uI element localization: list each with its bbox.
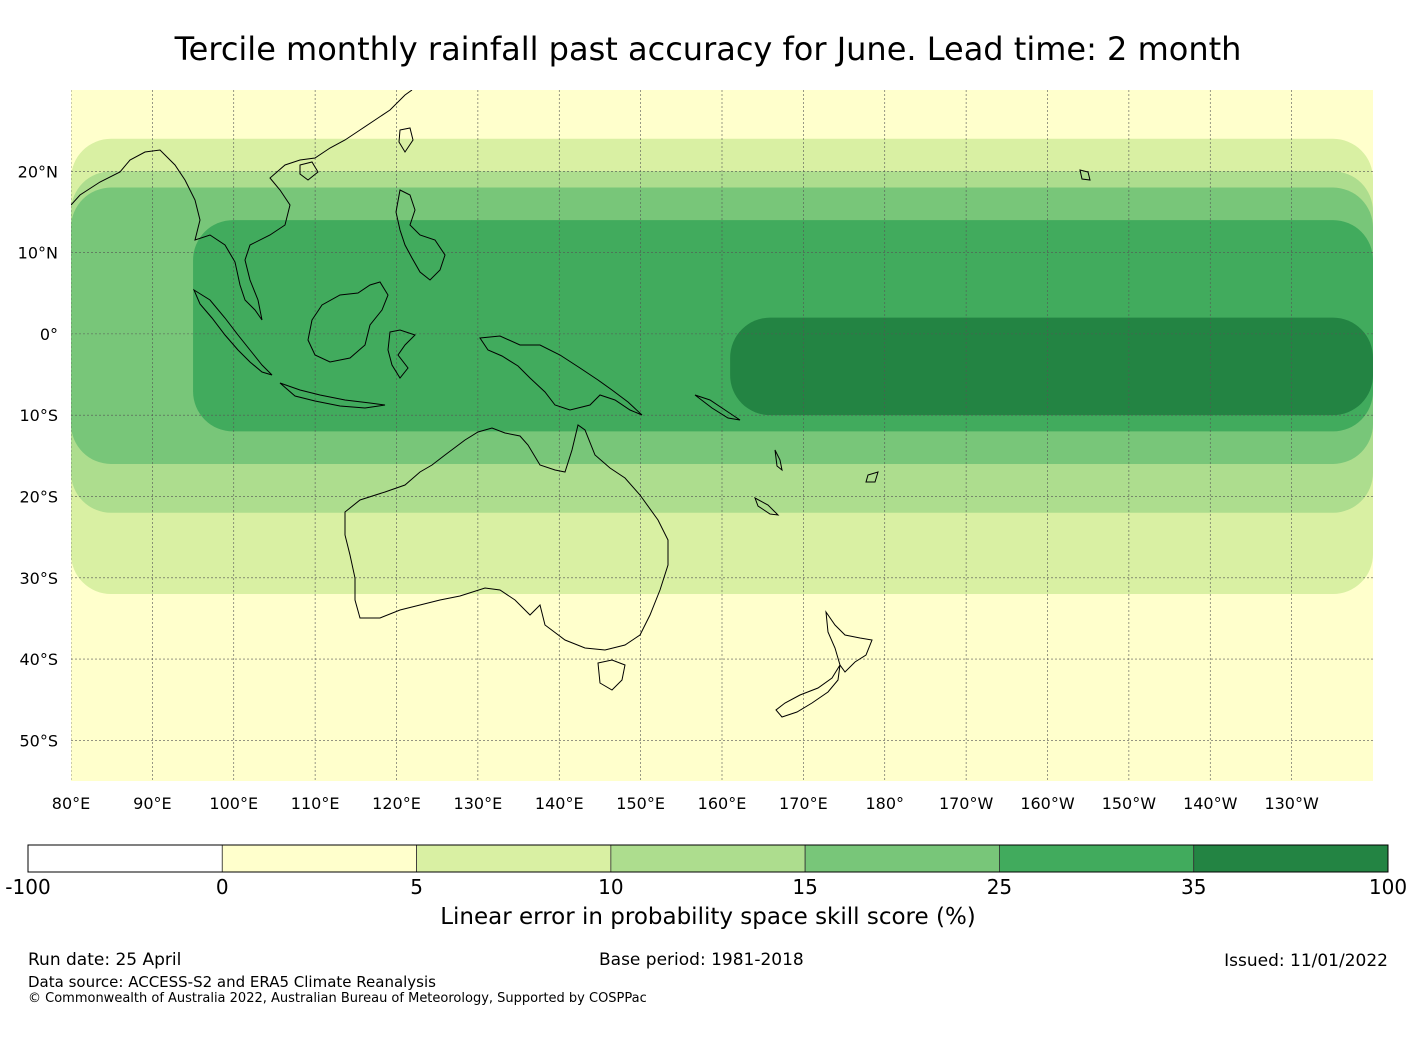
chart-title: Tercile monthly rainfall past accuracy f…	[174, 30, 1242, 68]
lat-tick-label: 40°S	[19, 650, 58, 669]
philippines-coastline	[395, 189, 446, 281]
lat-tick-label: 10°S	[19, 406, 58, 425]
data-source: Data source: ACCESS-S2 and ERA5 Climate …	[28, 973, 436, 991]
mainland-asia-coastline	[71, 90, 413, 321]
lat-tick-label: 30°S	[19, 569, 58, 588]
lon-tick-label: 180°	[865, 794, 904, 813]
colorbar-tick-label: 5	[410, 875, 423, 899]
lon-tick-label: 170°E	[779, 794, 828, 813]
lat-tick-label: 20°S	[19, 487, 58, 506]
lon-tick-label: 150°E	[616, 794, 665, 813]
lat-tick-label: 10°N	[18, 244, 58, 263]
map-panel	[71, 90, 1373, 781]
lat-tick-label: 50°S	[19, 731, 58, 750]
colorbar-segment	[27, 844, 223, 873]
lon-tick-label: 140°E	[535, 794, 584, 813]
australia-coastline	[344, 424, 669, 651]
new-zealand-south-island	[775, 664, 841, 718]
hainan-coastline	[299, 161, 319, 181]
solomon-islands-coastline	[694, 394, 741, 421]
vanuatu-coastline	[774, 449, 783, 472]
lon-tick-label: 170°W	[939, 794, 994, 813]
lon-tick-label: 90°E	[133, 794, 171, 813]
lon-tick-label: 100°E	[209, 794, 258, 813]
latitude-labels: 20°N 10°N 0° 10°S 20°S 30°S 40°S 50°S	[18, 162, 58, 750]
colorbar-segment	[221, 844, 417, 873]
colorbar-segment	[804, 844, 1000, 873]
colorbar-segment	[999, 844, 1195, 873]
coastlines	[71, 90, 1091, 718]
colorbar-tick-label: 0	[216, 875, 229, 899]
issued-date: Issued: 11/01/2022	[1224, 951, 1388, 971]
longitude-labels: 80°E 90°E 100°E 110°E 120°E 130°E 140°E 150°E 16…	[52, 794, 1319, 813]
skill-band-35-100	[730, 317, 1373, 416]
colorbar: -100 0 5 10 15 25 35 100	[5, 844, 1407, 899]
lon-tick-label: 130°E	[454, 794, 503, 813]
colorbar-tick-label: -100	[5, 875, 50, 899]
hawaii-coastline	[1079, 169, 1091, 181]
lon-tick-label: 160°W	[1020, 794, 1075, 813]
colorbar-label: Linear error in probability space skill …	[440, 904, 976, 930]
borneo-coastline	[307, 281, 389, 363]
copyright: © Commonwealth of Australia 2022, Austra…	[28, 991, 647, 1006]
new-zealand-north-island	[825, 610, 873, 673]
graticule	[71, 90, 1373, 781]
colorbar-frame	[27, 844, 1389, 873]
colorbar-segment	[610, 844, 806, 873]
colorbar-segment	[1193, 844, 1389, 873]
lon-tick-label: 80°E	[52, 794, 90, 813]
colorbar-tick-label: 10	[598, 875, 623, 899]
lon-tick-label: 150°W	[1102, 794, 1157, 813]
sumatra-coastline	[192, 288, 273, 376]
run-date: Run date: 25 April	[28, 950, 182, 970]
new-guinea-coastline	[479, 335, 643, 416]
tasmania-coastline	[597, 659, 626, 691]
new-caledonia-coastline	[754, 496, 780, 516]
lon-tick-label: 110°E	[291, 794, 340, 813]
taiwan-coastline	[398, 127, 414, 153]
java-coastline	[279, 382, 386, 409]
colorbar-tick-label: 15	[792, 875, 817, 899]
lon-tick-label: 120°E	[372, 794, 421, 813]
colorbar-tick-label: 100	[1369, 875, 1407, 899]
sulawesi-coastline	[387, 329, 416, 379]
lat-tick-label: 20°N	[18, 162, 58, 181]
lon-tick-label: 130°W	[1264, 794, 1319, 813]
colorbar-segment	[416, 844, 612, 873]
colorbar-tick-label: 35	[1181, 875, 1206, 899]
lon-tick-label: 160°E	[698, 794, 747, 813]
base-period: Base period: 1981-2018	[599, 950, 804, 970]
lon-tick-label: 140°W	[1183, 794, 1238, 813]
colorbar-tick-label: 25	[987, 875, 1012, 899]
lat-tick-label: 0°	[40, 325, 58, 344]
fiji-coastline	[865, 471, 879, 483]
